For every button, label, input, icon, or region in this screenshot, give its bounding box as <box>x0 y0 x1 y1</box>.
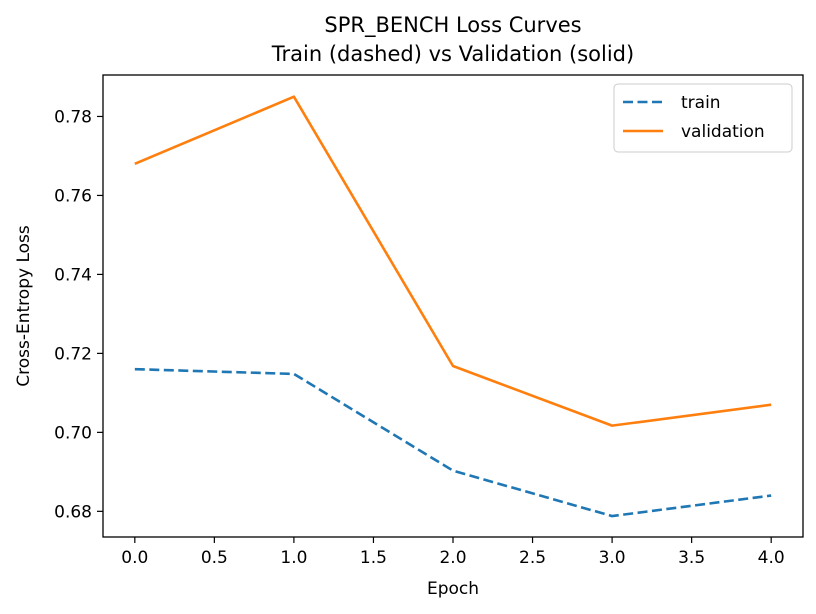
y-tick-label: 0.76 <box>54 186 92 206</box>
y-tick-label: 0.70 <box>54 423 92 443</box>
chart-title: SPR_BENCH Loss Curves <box>324 13 581 38</box>
x-tick-label: 1.0 <box>280 548 307 568</box>
chart-subtitle: Train (dashed) vs Validation (solid) <box>271 42 634 66</box>
x-tick-label: 1.5 <box>360 548 387 568</box>
legend-label-validation: validation <box>681 122 765 142</box>
plot-lines <box>134 95 772 518</box>
x-axis-label: Epoch <box>427 579 479 599</box>
x-tick-label: 4.0 <box>758 548 785 568</box>
y-axis: 0.68 0.70 0.72 0.74 0.76 0.78 <box>54 107 103 522</box>
x-tick-label: 3.5 <box>678 548 705 568</box>
series-line-train <box>134 367 772 518</box>
y-tick-label: 0.74 <box>54 265 92 285</box>
x-axis: 0.0 0.5 1.0 1.5 2.0 2.5 3.0 3.5 4.0 <box>121 537 785 568</box>
x-tick-label: 0.0 <box>121 548 148 568</box>
y-tick-label: 0.68 <box>54 502 92 522</box>
y-tick-label: 0.72 <box>54 344 92 364</box>
legend: train validation <box>613 83 793 153</box>
y-axis-label: Cross-Entropy Loss <box>14 225 34 387</box>
x-tick-label: 2.0 <box>439 548 466 568</box>
y-tick-label: 0.78 <box>54 107 92 127</box>
legend-label-train: train <box>681 93 721 113</box>
x-tick-label: 2.5 <box>519 548 546 568</box>
x-tick-label: 3.0 <box>599 548 626 568</box>
x-tick-label: 0.5 <box>201 548 228 568</box>
